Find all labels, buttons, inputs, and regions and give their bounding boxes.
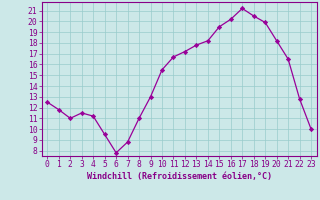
X-axis label: Windchill (Refroidissement éolien,°C): Windchill (Refroidissement éolien,°C) <box>87 172 272 181</box>
